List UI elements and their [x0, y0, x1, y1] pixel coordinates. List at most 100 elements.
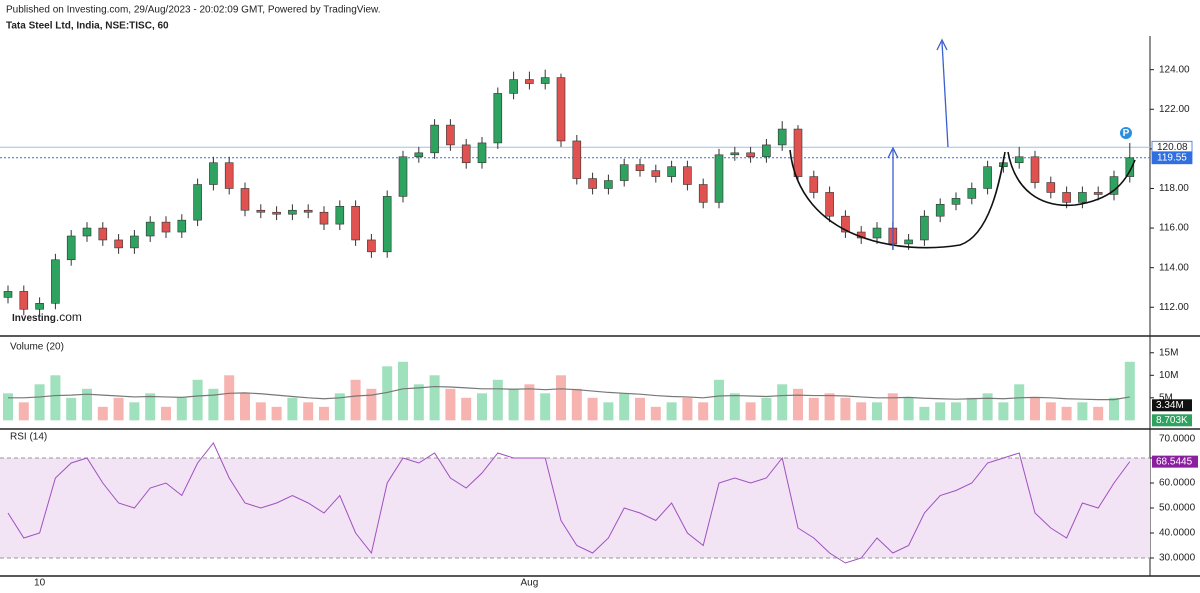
- candle-body: [825, 192, 834, 217]
- candle-body: [1014, 156, 1024, 164]
- price-label-box: [1151, 151, 1193, 165]
- header: Published on Investing.com, 29/Aug/2023 …: [6, 5, 381, 16]
- candle-body: [367, 239, 376, 253]
- volume-bar: [1093, 406, 1104, 421]
- y-tick-label: 5M: [1159, 392, 1173, 403]
- volume-bar: [1124, 361, 1135, 421]
- candle-body: [398, 156, 408, 197]
- volume-bar: [635, 397, 645, 421]
- volume-bar: [1045, 402, 1056, 421]
- volume-bar: [287, 397, 298, 421]
- y-tick-label: 114.00: [1159, 262, 1189, 273]
- volume-marker-label: 8.703K: [1156, 415, 1188, 426]
- volume-bar: [808, 397, 819, 421]
- candle-body: [1109, 176, 1119, 195]
- candle-body: [683, 166, 692, 185]
- volume-bar: [556, 375, 566, 421]
- volume-bar: [761, 397, 772, 421]
- volume-bar: [682, 397, 693, 421]
- candle-body: [604, 180, 613, 189]
- x-tick-label: 10: [34, 578, 46, 589]
- candle-body: [351, 205, 360, 241]
- arrows: [887, 38, 949, 250]
- volume-bar: [793, 388, 803, 421]
- rsi-line: [7, 442, 1131, 564]
- volume-bar: [18, 402, 29, 421]
- volume-bar: [50, 375, 61, 421]
- candle-body: [177, 219, 187, 233]
- candle-body: [540, 77, 550, 84]
- volume-bar: [398, 361, 408, 421]
- candle-body: [667, 166, 676, 177]
- candle-body: [872, 227, 882, 239]
- chart-title: Tata Steel Ltd, India, NSE:TISC, 60: [6, 21, 169, 32]
- volume-bar: [777, 384, 788, 421]
- badge: [1120, 127, 1132, 139]
- y-tick-label: 118.00: [1159, 183, 1189, 194]
- volume-bar: [208, 388, 219, 421]
- y-tick-label: 60.0000: [1159, 478, 1196, 489]
- candle-body: [272, 211, 281, 215]
- volume-bar: [145, 393, 156, 421]
- candle-body: [446, 124, 455, 146]
- candle-body: [619, 164, 629, 181]
- volume-bar: [1109, 397, 1119, 421]
- y-tick-label: 122.00: [1159, 104, 1190, 115]
- candle-body: [809, 176, 819, 193]
- volume-bar: [319, 406, 329, 421]
- candle-body: [35, 303, 44, 310]
- candle-body: [951, 198, 961, 205]
- y-tick-label: 124.00: [1159, 64, 1190, 75]
- x-tick-label: Aug: [521, 578, 539, 589]
- candle-body: [1030, 156, 1040, 183]
- volume-bar: [129, 402, 140, 421]
- cup-curve: [789, 149, 1006, 249]
- watermark-text: .com: [56, 310, 82, 324]
- candle-body: [51, 259, 60, 304]
- volume-bar: [824, 393, 835, 421]
- volume-bar: [887, 393, 898, 421]
- volume-bar: [240, 393, 250, 421]
- volume-bar: [461, 397, 472, 421]
- price-label: 120.08: [1157, 142, 1188, 153]
- price-label: 119.55: [1157, 152, 1187, 163]
- candle-body: [335, 205, 345, 225]
- rsi-value-box: [1152, 455, 1198, 468]
- watermark-text: Investing: [12, 313, 56, 324]
- volume-bar: [413, 384, 424, 421]
- handle-curve: [1007, 151, 1136, 207]
- volume-bar: [176, 397, 187, 421]
- arrow-head: [936, 38, 948, 51]
- volume-bar: [966, 397, 977, 421]
- volume-ma-line: [8, 385, 1130, 401]
- volume-bar: [366, 388, 377, 421]
- candle-body: [145, 221, 155, 237]
- volume-bar: [714, 379, 724, 421]
- y-tick-label: 50.0000: [1159, 503, 1196, 514]
- annotations: [789, 149, 1136, 249]
- volume-bar: [334, 393, 345, 421]
- candle-body: [19, 291, 29, 310]
- candle-body: [588, 178, 597, 189]
- volume-bar: [303, 402, 314, 421]
- candle-body: [319, 211, 329, 225]
- candle-body: [256, 209, 266, 213]
- candle-body: [114, 239, 123, 249]
- candle-body: [525, 79, 534, 84]
- volume-bar: [34, 384, 45, 421]
- y-tick-label: 40.0000: [1159, 528, 1196, 539]
- candle-body: [161, 221, 171, 233]
- volume-bar: [603, 402, 614, 421]
- candle-body: [303, 209, 313, 213]
- candle-body: [1078, 192, 1087, 203]
- candle-body: [651, 170, 661, 177]
- volume-marker-label: 3.34M: [1156, 400, 1184, 411]
- volume-bar: [619, 393, 630, 421]
- watermark: Investing.com: [12, 310, 82, 324]
- y-tick-label: 30.0000: [1159, 553, 1196, 564]
- volume-bar: [1030, 397, 1040, 421]
- volume-bar: [429, 375, 440, 421]
- candle-body: [509, 79, 518, 94]
- candle-body: [3, 291, 13, 298]
